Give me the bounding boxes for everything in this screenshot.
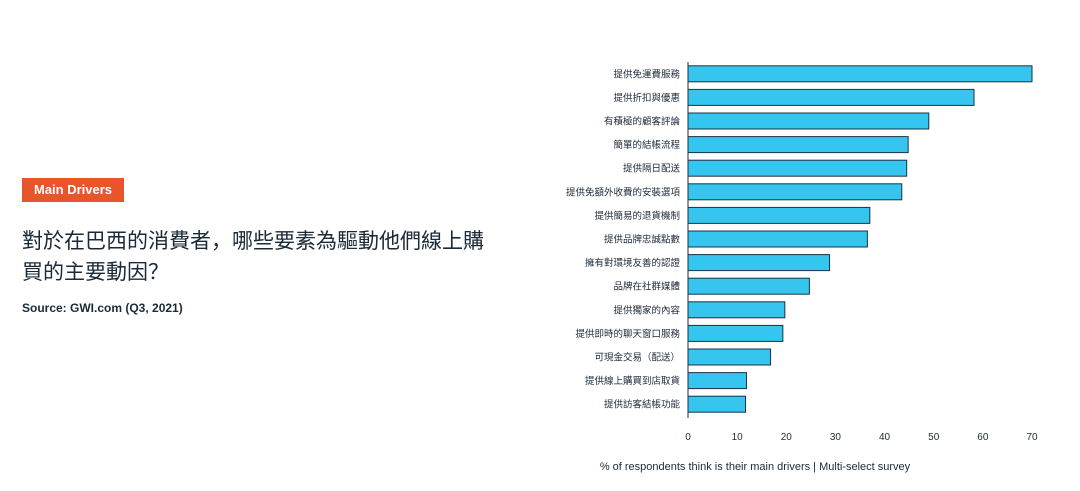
page-title: 對於在巴西的消費者，哪些要素為驅動他們線上購買的主要動因？ — [22, 229, 484, 284]
x-axis-label: % of respondents think is their main dri… — [599, 461, 911, 473]
x-tick-label-3: 30 — [830, 432, 842, 443]
bar-14 — [687, 395, 746, 413]
bar-10 — [687, 301, 786, 319]
category-label-12: 可現金交易（配送） — [594, 352, 680, 364]
bar-5 — [687, 183, 903, 201]
category-label-13: 提供線上購買到店取貨 — [585, 375, 680, 387]
main-drivers-badge: Main Drivers — [22, 178, 125, 202]
bar-7 — [687, 230, 868, 248]
bar-0 — [687, 65, 1033, 83]
category-label-6: 提供簡易的退貨機制 — [594, 210, 680, 222]
bar-9 — [687, 277, 810, 295]
category-label-10: 提供獨家的內容 — [613, 304, 680, 316]
bar-12 — [687, 348, 772, 366]
bar-13 — [687, 372, 747, 390]
category-label-5: 提供免額外收費的安裝選項 — [566, 186, 681, 198]
category-label-7: 提供品牌忠誠點數 — [604, 234, 681, 246]
x-tick-label-7: 70 — [1026, 432, 1038, 443]
category-label-4: 提供隔日配送 — [623, 163, 681, 175]
bar-3 — [687, 136, 909, 154]
x-tick-label-6: 60 — [977, 432, 989, 443]
category-label-11: 提供即時的聊天窗口服務 — [575, 328, 680, 340]
source-note: Source: GWI.com (Q3, 2021) — [22, 301, 183, 315]
bar-8 — [687, 254, 831, 272]
category-label-2: 有積極的顧客評論 — [604, 116, 681, 128]
category-label-14: 提供訪客結帳功能 — [604, 399, 681, 411]
category-label-8: 擁有對環境友善的認證 — [585, 257, 681, 269]
x-tick-label-0: 0 — [685, 432, 691, 443]
bar-4 — [687, 159, 908, 177]
x-tick-label-5: 50 — [928, 432, 940, 443]
bar-6 — [687, 206, 871, 224]
bar-1 — [687, 88, 975, 106]
bar-11 — [687, 324, 784, 342]
category-label-9: 品牌在社群媒體 — [613, 281, 680, 293]
category-label-0: 提供免運費服務 — [613, 68, 680, 80]
category-label-1: 提供折扣與優惠 — [613, 92, 680, 104]
bar-2 — [687, 112, 930, 130]
x-tick-label-4: 40 — [879, 432, 891, 443]
x-tick-label-1: 10 — [732, 432, 744, 443]
x-tick-label-2: 20 — [781, 432, 793, 443]
category-label-3: 簡單的結帳流程 — [613, 139, 680, 151]
